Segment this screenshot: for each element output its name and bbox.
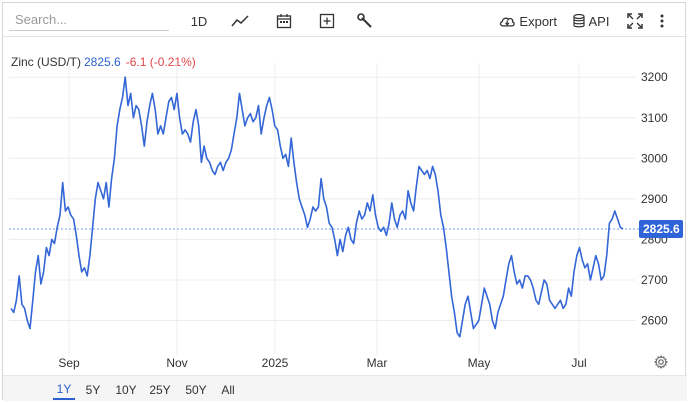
chart-toolbar: 1D [3,3,687,37]
range-5y-button[interactable]: 5Y [85,383,101,397]
api-label: API [588,13,610,29]
add-indicator-button[interactable] [317,10,337,32]
x-tick-label: Nov [166,356,187,370]
range-1y-button[interactable]: 1Y [53,380,75,400]
export-button[interactable]: Export [499,10,557,32]
y-tick-label: 2600 [641,314,668,328]
price-chart[interactable]: Sep Nov 2025 Mar May Jul 26002700280029003000… [3,3,687,375]
instrument-name: Zinc (USD/T) [11,55,81,69]
fullscreen-button[interactable] [625,10,645,32]
range-25y-button[interactable]: 25Y [149,383,171,397]
range-10y-button[interactable]: 10Y [115,383,137,397]
y-tick-label: 2700 [641,273,668,287]
range-50y-button[interactable]: 50Y [185,383,207,397]
plus-box-icon [319,13,335,29]
interval-button[interactable]: 1D [187,10,211,32]
y-tick-label: 2900 [641,192,668,206]
more-options-button[interactable] [655,10,669,32]
y-tick-label: 3100 [641,111,668,125]
api-button[interactable]: API [571,10,611,32]
x-tick-label: May [468,356,491,370]
x-tick-label: 2025 [262,356,289,370]
x-tick-label: Mar [367,356,388,370]
kebab-menu-icon [660,14,664,28]
gear-icon[interactable] [654,355,668,369]
x-tick-label: Jul [571,356,586,370]
range-selector: 1Y 5Y 10Y 25Y 50Y All [3,375,687,401]
interval-label: 1D [190,13,208,29]
x-axis: Sep Nov 2025 Mar May Jul [58,356,586,370]
wrench-icon [357,13,372,28]
chart-type-button[interactable] [229,10,251,32]
cloud-download-icon [499,17,515,26]
series-line-zinc [10,76,624,338]
last-value-marker: 2825.6 [639,220,683,239]
price-change: -6.1 (-0.21%) [125,55,196,69]
x-tick-label: Sep [58,356,80,370]
quote-header: Zinc (USD/T) 2825.6 -6.1 (-0.21%) [11,55,196,69]
line-chart-icon [231,15,249,27]
last-price: 2825.6 [84,55,121,69]
range-all-button[interactable]: All [221,383,235,397]
grid-lines [9,63,635,355]
search-input[interactable] [9,9,169,31]
calendar-icon [276,14,292,29]
export-label: Export [519,13,557,29]
y-tick-label: 3200 [641,70,668,84]
last-value-label: 2825.6 [643,222,680,236]
tools-button[interactable] [355,10,375,32]
last-value-label-bg [639,220,683,239]
y-tick-label: 3000 [641,151,668,165]
database-icon [572,14,585,28]
expand-icon [627,13,643,29]
calendar-button[interactable] [274,10,294,32]
